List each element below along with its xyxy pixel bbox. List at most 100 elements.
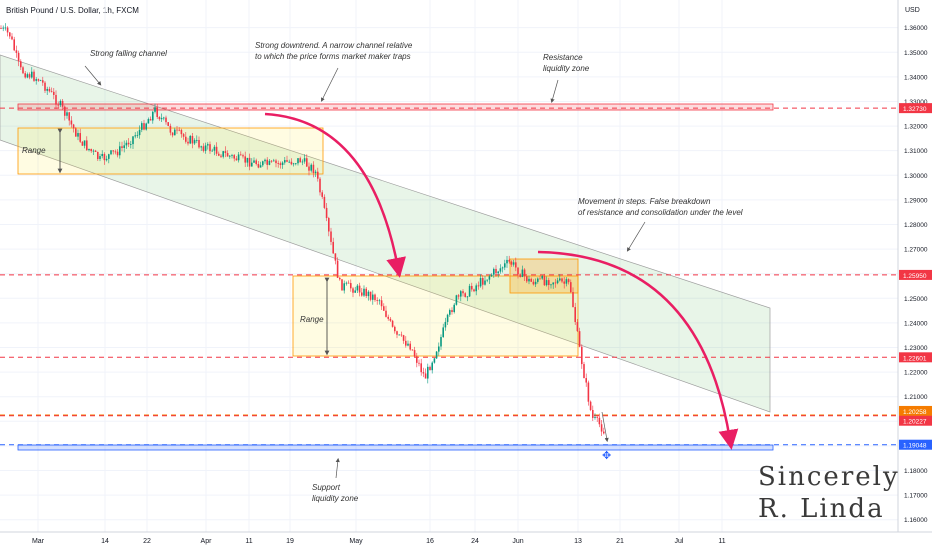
candle-body <box>400 334 403 336</box>
candle-body <box>358 285 361 293</box>
candle-body <box>559 278 561 281</box>
candle-body <box>589 401 592 410</box>
candle-body <box>9 32 11 37</box>
candle-body <box>583 364 585 379</box>
price-tag <box>899 405 932 416</box>
candle-body <box>123 145 125 148</box>
candle-body <box>4 27 7 29</box>
candle-body <box>189 135 191 144</box>
candle-body <box>363 288 365 296</box>
candle-body <box>75 128 77 137</box>
candle-body <box>169 125 172 133</box>
candle-body <box>372 294 374 300</box>
candle-body <box>193 140 196 144</box>
candle-body <box>556 280 559 284</box>
candle-body <box>279 163 282 165</box>
candle-body <box>367 291 370 297</box>
price-tag <box>899 352 932 363</box>
candle-body <box>438 346 440 352</box>
candle-body <box>196 139 198 141</box>
price-tag-label: 1.19048 <box>903 443 927 450</box>
crosshair-icon[interactable]: ✥ <box>602 450 611 462</box>
candle-body <box>567 279 570 283</box>
candle-body <box>600 424 603 432</box>
candle-body <box>526 276 528 282</box>
time-axis[interactable]: Mar 14 22 Apr 11 19 May 16 24 Jun 13 21 Jul 11 <box>32 538 726 545</box>
time-tick-label: Jun <box>512 538 523 545</box>
candle-body <box>6 27 9 33</box>
candle-body <box>20 61 22 68</box>
candle-body <box>174 129 176 136</box>
candle-body <box>275 160 277 164</box>
candle-body <box>512 262 515 265</box>
time-tick-label: 11 <box>245 538 252 545</box>
candle-body <box>72 124 75 129</box>
candle-body <box>213 146 216 151</box>
candle-body <box>77 133 79 137</box>
annotation-falling-channel: Strong falling channel <box>90 49 167 58</box>
candle-body <box>433 358 436 363</box>
candle-body <box>411 349 414 351</box>
candle-body <box>422 372 425 374</box>
annotation-resistance-2: liquidity zone <box>543 64 590 73</box>
candles <box>0 23 605 437</box>
candle-body <box>310 164 312 171</box>
candle-body <box>64 106 66 116</box>
candle-body <box>101 153 103 157</box>
candle-body <box>550 284 552 286</box>
support-zone <box>17 444 774 451</box>
candle-body <box>328 218 330 232</box>
candle-body <box>121 146 123 148</box>
candle-body <box>385 310 387 317</box>
currency-label: USD <box>905 7 920 14</box>
price-tag <box>899 103 932 114</box>
candle-body <box>319 178 321 193</box>
pointer-last <box>601 411 609 443</box>
candle-body <box>539 278 541 280</box>
candle-body <box>246 157 249 163</box>
candle-body <box>453 304 455 313</box>
candle-body <box>543 276 546 286</box>
candle-body <box>323 196 326 208</box>
candle-body <box>31 71 33 78</box>
candle-body <box>28 74 31 78</box>
candle-body <box>339 277 341 280</box>
annotation-resistance-1: Resistance <box>543 53 583 62</box>
candle-body <box>314 171 317 173</box>
candle-body <box>180 129 183 135</box>
candle-body <box>165 117 167 123</box>
candle-body <box>301 161 304 163</box>
candle-body <box>141 123 143 130</box>
candle-body <box>449 310 451 315</box>
candle-body <box>127 142 130 145</box>
candle-body <box>376 300 378 301</box>
candle-body <box>508 259 510 262</box>
price-tag <box>899 269 932 280</box>
price-tick-label: 1.25000 <box>904 296 928 303</box>
candle-body <box>576 322 579 332</box>
candle-body <box>103 153 106 161</box>
price-tick-label: 1.18000 <box>904 468 928 475</box>
pointer-downtrend <box>321 67 339 102</box>
annotation-steps-2: of resistance and consolidation under th… <box>578 208 743 217</box>
candle-body <box>407 343 409 346</box>
time-tick-label: 14 <box>101 538 109 545</box>
candle-body <box>486 279 488 281</box>
candle-body <box>66 112 68 116</box>
time-tick-label: 19 <box>286 538 294 545</box>
pointer-support <box>335 457 340 479</box>
candle-body <box>517 267 519 275</box>
candle-body <box>226 152 229 157</box>
candle-body <box>477 285 480 287</box>
candle-body <box>457 295 460 297</box>
candle-body <box>519 274 521 277</box>
candle-body <box>416 356 418 363</box>
price-tick-label: 1.21000 <box>904 394 928 401</box>
candle-body <box>222 151 224 157</box>
candle-body <box>266 159 268 165</box>
price-tag <box>899 415 932 426</box>
candle-body <box>541 276 543 279</box>
candle-body <box>156 107 158 118</box>
candle-body <box>235 158 238 161</box>
